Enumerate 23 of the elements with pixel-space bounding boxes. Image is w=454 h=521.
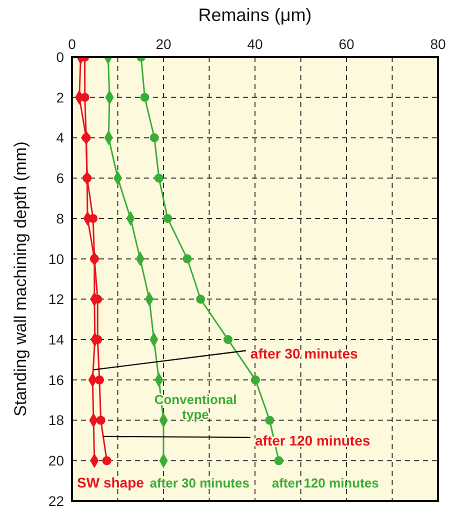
y-axis-title: Standing wall machining depth (mm) (11, 142, 30, 416)
y-tick-label: 18 (48, 412, 64, 428)
y-tick-label: 22 (48, 492, 64, 509)
y-tick-label: 4 (56, 130, 64, 146)
x-tick-label: 0 (68, 36, 76, 52)
series-label: after 120 minutes (272, 476, 379, 491)
y-tick-label: 6 (56, 170, 64, 186)
y-tick-label: 0 (56, 48, 64, 65)
y-tick-label: 8 (56, 210, 64, 226)
y-tick-label: 20 (48, 452, 64, 469)
x-tick-label: 80 (430, 36, 446, 52)
x-tick-label: 60 (338, 36, 354, 52)
x-axis-title: Remains (μm) (198, 4, 312, 25)
y-tick-label: 12 (48, 291, 64, 308)
annotation: SW shape (77, 474, 144, 491)
y-tick-label: 14 (48, 332, 64, 348)
y-tick-label: 16 (48, 372, 64, 388)
y-tick-label: 10 (48, 250, 64, 267)
x-tick-label: 40 (247, 36, 263, 52)
text: after 30 minutes (250, 346, 358, 362)
series-label: after 30 minutes (150, 476, 250, 491)
x-tick-label: 20 (156, 36, 172, 52)
y-tick-label: 2 (56, 89, 64, 106)
